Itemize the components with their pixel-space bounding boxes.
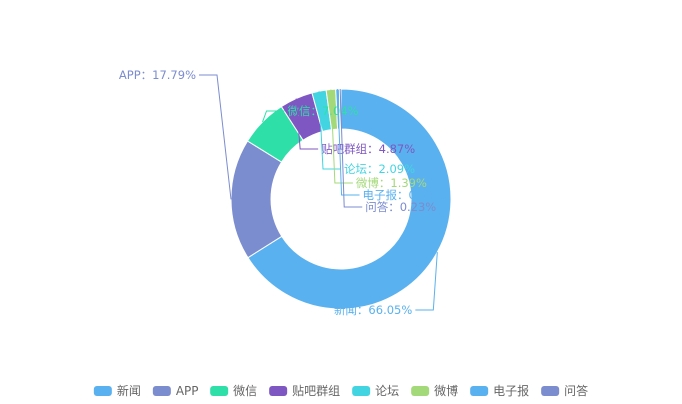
legend-swatch-7 xyxy=(541,386,560,396)
slice-label-5: 微博：1.39% xyxy=(356,176,427,190)
legend-item-1[interactable]: APP xyxy=(152,384,199,398)
legend-item-3[interactable]: 贴吧群组 xyxy=(269,384,340,398)
legend-swatch-4 xyxy=(352,386,371,396)
legend-item-6[interactable]: 电子报 xyxy=(470,383,529,398)
legend-label-4: 论坛 xyxy=(375,384,399,398)
callout-line-3 xyxy=(295,98,319,150)
legend-swatch-6 xyxy=(470,386,489,396)
callout-line-7 xyxy=(339,88,363,208)
slice-label-4: 论坛：2.09% xyxy=(344,162,415,176)
legend-swatch-3 xyxy=(269,386,288,396)
legend-swatch-2 xyxy=(210,386,229,396)
legend-label-6: 电子报 xyxy=(493,383,529,398)
legend-item-0[interactable]: 新闻 xyxy=(93,383,141,398)
callout-line-4 xyxy=(318,91,341,170)
legend-group: 新闻 APP 微信 贴吧群组 论坛 微博 电子报 问答 xyxy=(93,383,588,398)
slice-label-6: 电子报：0.54% xyxy=(363,188,446,202)
slice-0[interactable] xyxy=(247,88,452,310)
legend-swatch-5 xyxy=(411,386,430,396)
legend-swatch-1 xyxy=(152,386,171,396)
slice-label-1: APP：17.79% xyxy=(119,68,196,82)
slice-label-7: 问答：0.23% xyxy=(365,200,436,214)
slice-label-2: 微信：7.04% xyxy=(288,104,359,118)
callout-line-5 xyxy=(330,89,353,184)
legend-swatch-0 xyxy=(93,386,112,396)
legend-item-4[interactable]: 论坛 xyxy=(352,384,399,398)
legend-item-2[interactable]: 微信 xyxy=(210,384,257,398)
legend-label-2: 微信 xyxy=(233,384,257,398)
legend-label-1: APP xyxy=(176,384,199,398)
slice-label-3: 贴吧群组：4.87% xyxy=(321,142,415,156)
legend-label-7: 问答 xyxy=(564,383,588,398)
callout-line-1 xyxy=(199,74,232,200)
slice-label-0: 新闻：66.05% xyxy=(334,303,412,317)
legend-item-7[interactable]: 问答 xyxy=(541,383,588,398)
callouts-group: 新闻：66.05% APP：17.79% 微信：7.04% 贴吧群组：4.87% 论坛：… xyxy=(119,68,445,317)
legend-item-5[interactable]: 微博 xyxy=(411,383,458,398)
slice-1[interactable] xyxy=(230,140,283,259)
callout-line-0 xyxy=(415,252,438,311)
legend-label-0: 新闻 xyxy=(117,383,141,398)
legend-label-3: 贴吧群组 xyxy=(292,384,340,398)
slices-group xyxy=(230,88,452,310)
callout-line-2 xyxy=(262,110,285,123)
callout-line-6 xyxy=(337,89,360,196)
legend-label-5: 微博 xyxy=(434,383,458,398)
